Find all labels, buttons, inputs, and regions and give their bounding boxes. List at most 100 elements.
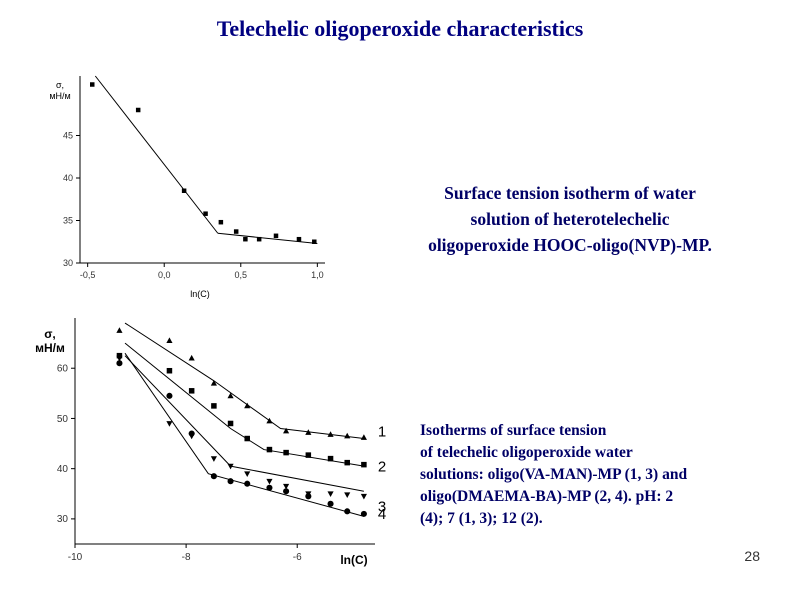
- data-point: [266, 417, 273, 424]
- x-axis-label: ln(C): [340, 553, 367, 567]
- data-point: [312, 239, 317, 244]
- data-point: [327, 500, 334, 507]
- fit-line: [94, 75, 219, 234]
- data-point: [283, 483, 290, 490]
- caption-telechelic-isotherms: Isotherms of surface tension of telechel…: [420, 420, 780, 530]
- x-tick-label: -8: [182, 552, 191, 563]
- y-tick-label: 45: [63, 131, 73, 141]
- chart-nvp-isotherm: -0,5 0,0 0,5 1,0 30 35 40 45 ln(C) σ,мН/м: [49, 75, 325, 299]
- x-tick-label: -6: [293, 552, 302, 563]
- y-tick-label: 30: [57, 514, 69, 525]
- data-point: [166, 337, 173, 343]
- data-point: [305, 452, 312, 458]
- fit-line: [217, 232, 318, 244]
- data-point: [360, 493, 367, 500]
- data-point: [344, 492, 351, 499]
- series-label: 3: [378, 498, 386, 515]
- data-point: [327, 491, 334, 498]
- caption-line: oligo(DMAEMA-BA)-MP (2, 4). pH: 2: [420, 488, 674, 505]
- data-point: [360, 510, 367, 517]
- data-point: [211, 403, 217, 409]
- data-point: [344, 432, 351, 439]
- series-label: 2: [378, 459, 386, 476]
- y-tick-label: 40: [57, 464, 69, 475]
- data-point: [244, 402, 251, 409]
- data-point: [327, 431, 334, 437]
- data-point: [116, 327, 123, 333]
- y-tick-label: 30: [63, 258, 73, 268]
- y-tick-label: 35: [63, 216, 73, 226]
- caption-nvp-isotherm: Surface tension isotherm of water soluti…: [370, 180, 770, 258]
- data-point: [227, 478, 234, 485]
- y-tick-label: 60: [57, 364, 69, 375]
- data-point: [305, 493, 312, 500]
- y-axis-label-unit: мН/м: [49, 91, 70, 101]
- y-axis-label: σ,: [44, 327, 56, 341]
- data-point: [283, 449, 289, 456]
- slide-title: Telechelic oligoperoxide characteristics: [216, 16, 584, 41]
- x-axis-label: ln(C): [190, 289, 210, 299]
- data-point: [361, 461, 367, 468]
- y-tick-label: 40: [63, 173, 73, 183]
- chart-telechelic-isotherms: -10 -8 -6 30 40 50 60 ln(C) σ,мН/м 1 2 34: [35, 318, 386, 567]
- x-tick-label: 0,0: [158, 270, 171, 280]
- data-point: [266, 446, 273, 453]
- data-point: [227, 420, 234, 427]
- data-point: [90, 82, 95, 87]
- data-point: [181, 188, 187, 193]
- data-point: [244, 435, 250, 442]
- data-point: [244, 480, 251, 487]
- y-axis-label-unit: мН/м: [35, 341, 65, 355]
- caption-line: Surface tension isotherm of water: [444, 183, 696, 203]
- data-point: [243, 236, 248, 242]
- data-point: [283, 427, 290, 434]
- caption-line: solution of heterotelechelic: [470, 209, 670, 229]
- data-point: [203, 211, 208, 216]
- y-axis-label: σ,: [56, 80, 64, 90]
- data-point: [296, 236, 302, 242]
- caption-line: of telechelic oligoperoxide water: [420, 444, 633, 461]
- data-point: [166, 367, 173, 374]
- page-number: 28: [744, 548, 760, 564]
- caption-line: Isotherms of surface tension: [420, 422, 607, 439]
- data-point: [266, 478, 273, 485]
- data-point: [210, 380, 217, 386]
- series-label: 4: [378, 506, 386, 523]
- caption-line: solutions: oligo(VA-MAN)-MP (1, 3) and: [420, 466, 688, 483]
- series-label: 1: [378, 424, 386, 441]
- data-point: [344, 508, 351, 515]
- x-tick-label: 1,0: [311, 270, 324, 280]
- caption-line: (4); 7 (1, 3); 12 (2).: [420, 510, 543, 527]
- data-point: [188, 430, 195, 437]
- caption-line: oligoperoxide HOOC-oligo(NVP)-MP.: [428, 235, 712, 255]
- data-point: [266, 484, 273, 491]
- data-point: [244, 471, 251, 477]
- data-point: [305, 429, 312, 435]
- data-point: [116, 352, 123, 359]
- data-point: [360, 434, 367, 440]
- data-point: [116, 360, 123, 367]
- data-point: [218, 219, 224, 225]
- fit-line: [124, 352, 365, 517]
- data-point: [166, 392, 173, 399]
- data-point: [344, 459, 350, 466]
- data-point: [256, 236, 262, 242]
- data-point: [210, 456, 217, 462]
- fit-line: [124, 355, 364, 492]
- data-point: [227, 392, 234, 399]
- x-tick-label: -10: [68, 552, 83, 563]
- x-tick-label: -0,5: [80, 270, 96, 280]
- fit-line: [124, 322, 364, 440]
- data-point: [233, 229, 239, 234]
- data-point: [227, 463, 234, 470]
- y-tick-label: 50: [57, 414, 69, 425]
- data-point: [273, 233, 279, 239]
- data-point: [188, 354, 195, 361]
- x-tick-label: 0,5: [235, 270, 248, 280]
- data-point: [166, 421, 173, 427]
- data-point: [283, 488, 290, 495]
- data-point: [188, 388, 195, 394]
- data-point: [116, 355, 123, 362]
- data-point: [210, 473, 217, 480]
- data-point: [135, 107, 141, 113]
